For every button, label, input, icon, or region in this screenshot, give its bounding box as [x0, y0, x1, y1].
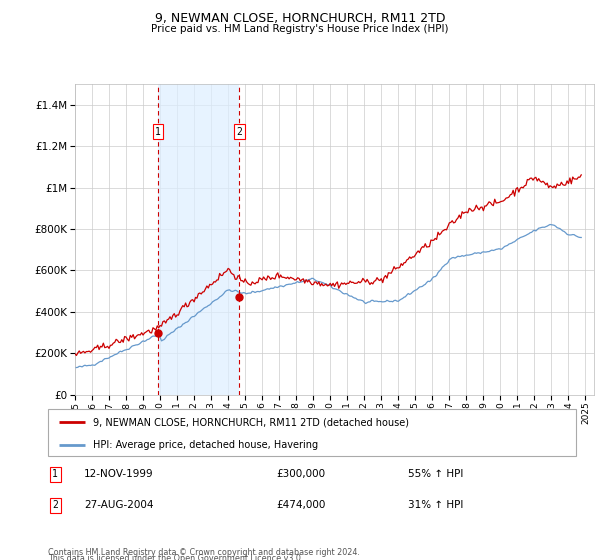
Text: 27-AUG-2004: 27-AUG-2004 [84, 500, 154, 510]
Text: Contains HM Land Registry data © Crown copyright and database right 2024.: Contains HM Land Registry data © Crown c… [48, 548, 360, 557]
Text: 55% ↑ HPI: 55% ↑ HPI [408, 469, 463, 479]
Text: 2: 2 [236, 127, 242, 137]
Text: HPI: Average price, detached house, Havering: HPI: Average price, detached house, Have… [93, 440, 318, 450]
Bar [158, 84, 239, 395]
Text: Price paid vs. HM Land Registry's House Price Index (HPI): Price paid vs. HM Land Registry's House … [151, 24, 449, 34]
Text: 9, NEWMAN CLOSE, HORNCHURCH, RM11 2TD (detached house): 9, NEWMAN CLOSE, HORNCHURCH, RM11 2TD (d… [93, 417, 409, 427]
Text: This data is licensed under the Open Government Licence v3.0.: This data is licensed under the Open Gov… [48, 554, 304, 560]
Text: 31% ↑ HPI: 31% ↑ HPI [408, 500, 463, 510]
Text: £474,000: £474,000 [276, 500, 325, 510]
Text: 1: 1 [155, 127, 161, 137]
Text: 12-NOV-1999: 12-NOV-1999 [84, 469, 154, 479]
Text: 9, NEWMAN CLOSE, HORNCHURCH, RM11 2TD: 9, NEWMAN CLOSE, HORNCHURCH, RM11 2TD [155, 12, 445, 25]
Text: 1: 1 [52, 469, 58, 479]
Text: 2: 2 [52, 500, 58, 510]
Text: £300,000: £300,000 [276, 469, 325, 479]
